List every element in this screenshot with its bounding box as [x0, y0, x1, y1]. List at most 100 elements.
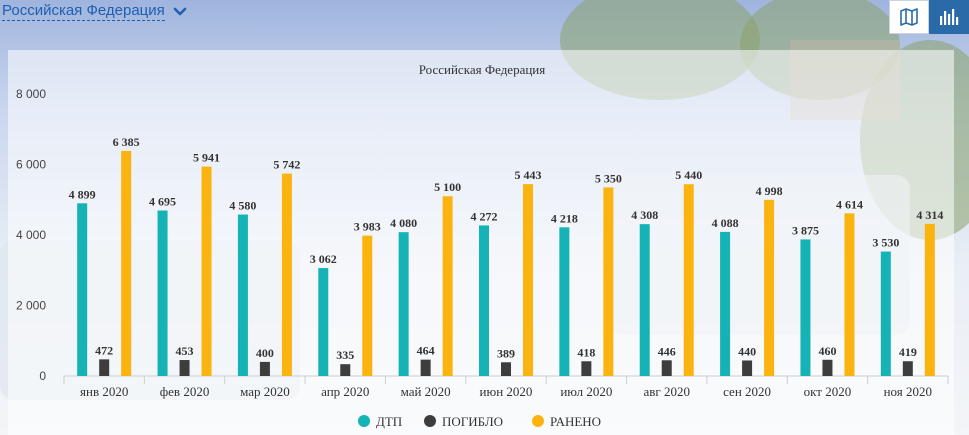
- y-tick-label: 0: [39, 369, 46, 383]
- x-axis: янв 2020 фев 2020 мар 2020 апр 2020 май 2020…: [63, 375, 949, 399]
- top-bar: Российская Федерация: [0, 0, 969, 36]
- data-label: 446: [658, 344, 676, 358]
- x-tick-label: апр 2020: [321, 384, 369, 399]
- bar-injured[interactable]: [683, 184, 694, 376]
- bar-injured[interactable]: [523, 184, 533, 376]
- x-tick-label: ноя 2020: [884, 384, 932, 399]
- bar-chart-icon: [940, 9, 959, 25]
- bar-killed[interactable]: [581, 361, 592, 376]
- data-label: 5 100: [434, 180, 461, 194]
- bar-dtp[interactable]: [800, 239, 811, 376]
- bar-killed[interactable]: [420, 359, 431, 376]
- y-tick-label: 4 000: [16, 228, 46, 242]
- data-label: 6 385: [113, 135, 140, 149]
- y-tick-label: 2 000: [16, 299, 46, 313]
- chart-title: Российская Федерация: [419, 62, 546, 77]
- x-tick-label: июл 2020: [560, 384, 612, 399]
- data-label: 5 742: [273, 158, 300, 172]
- x-tick-label: июн 2020: [480, 384, 533, 399]
- legend-label: РАНЕНО: [550, 414, 601, 429]
- data-label: 400: [256, 346, 274, 360]
- y-tick-label: 8 000: [16, 87, 46, 101]
- legend-item-killed[interactable]: ПОГИБЛО: [424, 414, 503, 429]
- data-label: 4 218: [551, 211, 578, 225]
- bar-dtp[interactable]: [559, 227, 570, 376]
- data-label: 4 695: [149, 195, 176, 209]
- bar-dtp[interactable]: [398, 232, 409, 376]
- legend-item-dtp[interactable]: ДТП: [358, 414, 402, 429]
- bars: 4 899 4 695 4 580 3 062 4 080 4 272 4 218 4 308…: [69, 135, 943, 376]
- legend-marker: [532, 415, 544, 427]
- data-label: 3 530: [872, 236, 899, 250]
- bar-injured[interactable]: [121, 150, 132, 376]
- data-label: 4 580: [229, 199, 256, 213]
- map-view-button[interactable]: [889, 0, 929, 34]
- y-axis: 0 2 000 4 000 6 000 8 000: [16, 87, 46, 383]
- bar-killed[interactable]: [822, 359, 833, 376]
- legend: ДТП ПОГИБЛО РАНЕНО: [358, 414, 601, 429]
- bar-killed[interactable]: [340, 364, 351, 376]
- x-tick-label: окт 2020: [804, 384, 852, 399]
- bar-injured[interactable]: [924, 223, 935, 376]
- data-label: 4 899: [69, 187, 96, 201]
- data-label: 419: [899, 345, 917, 359]
- legend-marker: [358, 415, 370, 427]
- data-label: 5 440: [675, 168, 702, 182]
- bar-injured[interactable]: [442, 196, 453, 376]
- bar-killed[interactable]: [179, 360, 190, 376]
- bar-injured[interactable]: [603, 187, 614, 376]
- data-label: 472: [95, 343, 113, 357]
- bar-injured[interactable]: [201, 166, 212, 376]
- legend-label: ПОГИБЛО: [442, 414, 503, 429]
- data-label: 5 941: [193, 151, 220, 165]
- data-label: 4 308: [631, 208, 658, 222]
- chart-view-button[interactable]: [929, 0, 969, 34]
- legend-marker: [424, 415, 436, 427]
- data-label: 4 314: [916, 208, 943, 222]
- bar-dtp[interactable]: [237, 214, 248, 376]
- x-tick-label: авг 2020: [643, 384, 690, 399]
- legend-label: ДТП: [376, 414, 402, 429]
- bar-injured[interactable]: [362, 235, 373, 376]
- chevron-down-icon[interactable]: [173, 5, 187, 19]
- map-icon: [900, 8, 918, 26]
- legend-item-injured[interactable]: РАНЕНО: [532, 414, 601, 429]
- bar-dtp[interactable]: [479, 225, 489, 376]
- bar-dtp[interactable]: [157, 210, 168, 376]
- bar-dtp[interactable]: [880, 251, 891, 376]
- data-label: 464: [417, 344, 435, 358]
- bar-killed[interactable]: [661, 360, 672, 376]
- y-tick-label: 6 000: [16, 158, 46, 172]
- data-label: 4 272: [471, 209, 498, 223]
- data-label: 3 062: [310, 252, 337, 266]
- bar-injured[interactable]: [844, 213, 855, 376]
- data-label: 440: [738, 344, 756, 358]
- bar-killed[interactable]: [742, 360, 753, 376]
- data-label: 3 983: [354, 220, 381, 234]
- data-label: 418: [577, 345, 595, 359]
- bar-killed[interactable]: [99, 359, 110, 376]
- bar-dtp[interactable]: [318, 268, 329, 376]
- bar-killed[interactable]: [501, 362, 511, 376]
- region-selector[interactable]: Российская Федерация: [2, 2, 187, 21]
- bar-injured[interactable]: [281, 173, 292, 376]
- bar-killed[interactable]: [902, 361, 913, 376]
- data-label: 335: [336, 348, 354, 362]
- bar-dtp[interactable]: [720, 231, 731, 376]
- data-label: 389: [497, 346, 515, 360]
- bar-chart: Российская Федерация 0 2 000 4 000 6 000 8 0…: [16, 62, 949, 429]
- data-label: 460: [818, 344, 836, 358]
- data-label: 4 080: [390, 216, 417, 230]
- bar-killed[interactable]: [259, 361, 270, 376]
- data-label: 4 088: [712, 216, 739, 230]
- chart-panel: Российская Федерация 0 2 000 4 000 6 000 8 0…: [8, 50, 954, 435]
- region-label[interactable]: Российская Федерация: [2, 2, 165, 21]
- x-tick-label: фев 2020: [160, 384, 210, 399]
- bar-injured[interactable]: [764, 199, 775, 376]
- x-tick-label: сен 2020: [723, 384, 771, 399]
- data-label: 5 350: [595, 171, 622, 185]
- bar-dtp[interactable]: [639, 224, 650, 376]
- view-switcher: [889, 0, 969, 34]
- bar-dtp[interactable]: [77, 203, 88, 376]
- data-label: 3 875: [792, 223, 819, 237]
